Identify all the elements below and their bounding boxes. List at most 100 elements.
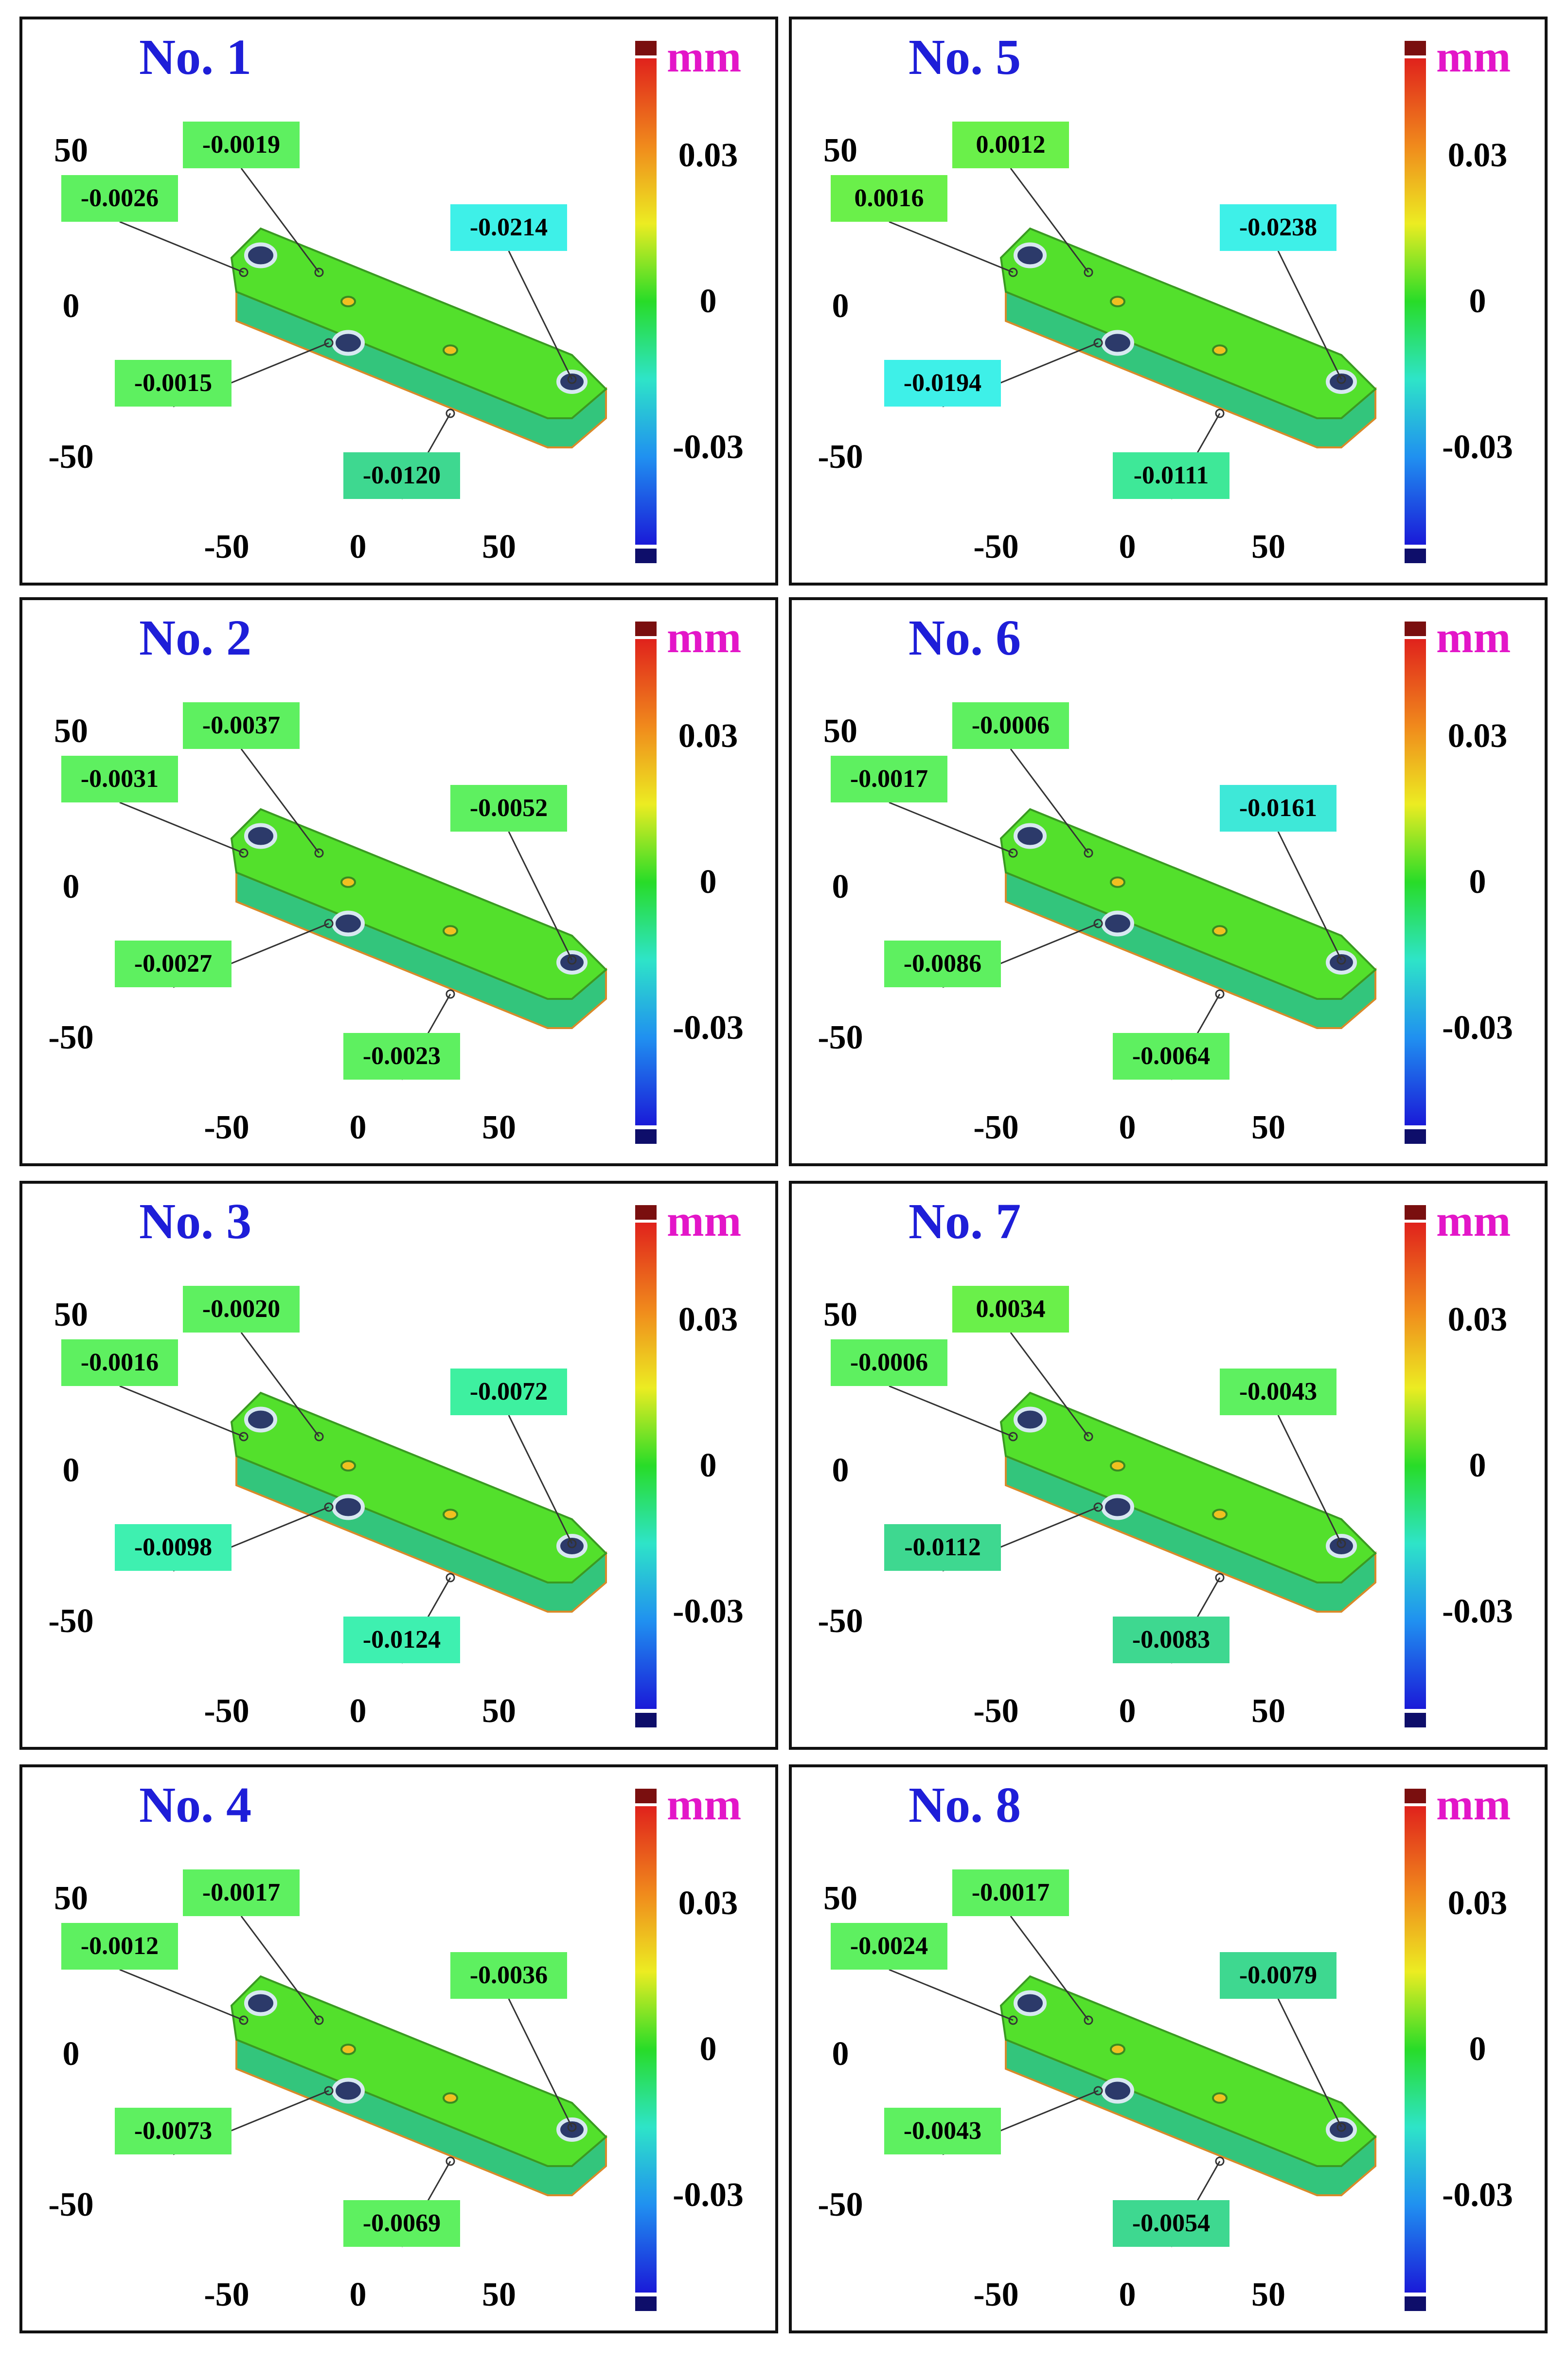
pin-hole xyxy=(1110,296,1125,307)
deviation-label: 0.0034 xyxy=(952,1286,1069,1333)
measurement-point xyxy=(314,848,324,858)
leader-line xyxy=(889,1385,1014,1438)
colorbar-tick-label: 0.03 xyxy=(678,717,738,755)
colorbar-tick-label: -0.03 xyxy=(673,428,744,466)
pin-hole xyxy=(443,925,458,937)
horizontal-axis-tick: -50 xyxy=(204,1109,249,1146)
measurement-point xyxy=(239,848,249,858)
colorbar-max-cap xyxy=(1405,41,1426,55)
colorbar xyxy=(1405,1223,1426,1709)
vertical-axis-tick: -50 xyxy=(48,2186,94,2223)
deviation-panel: No. 8 mm 0.03 0 -0.03 50 0 -50 -50 0 50 -0.0017 -0.0… xyxy=(789,1764,1548,2333)
leader-line xyxy=(1010,1916,1089,2021)
colorbar-tick-label: 0 xyxy=(1469,1447,1486,1484)
colorbar-max-cap xyxy=(635,41,657,55)
vertical-axis-tick: -50 xyxy=(48,1019,94,1056)
measurement-point xyxy=(1008,848,1018,858)
measurement-point xyxy=(1215,1573,1225,1583)
leader-line xyxy=(508,1415,573,1544)
leader-line xyxy=(508,1998,573,2128)
deviation-label: 0.0012 xyxy=(952,122,1069,168)
leader-line xyxy=(240,748,320,854)
deviation-panel: No. 1 mm 0.03 0 -0.03 50 0 -50 -50 0 50 -0.0019 -0.0… xyxy=(19,17,778,586)
bolt-hole xyxy=(332,330,365,356)
pin-hole xyxy=(1212,344,1228,356)
plate-top-face xyxy=(230,227,607,419)
horizontal-axis-tick: 0 xyxy=(349,2276,367,2313)
colorbar-tick-label: -0.03 xyxy=(673,1009,744,1047)
colorbar-tick-label: -0.03 xyxy=(673,1593,744,1630)
leader-line xyxy=(1277,1998,1342,2128)
colorbar-tick-label: 0 xyxy=(699,283,717,320)
panel-title: No. 7 xyxy=(909,1193,1021,1249)
bolt-hole xyxy=(1101,2078,1134,2104)
colorbar-tick-label: 0 xyxy=(1469,2030,1486,2068)
deviation-label: -0.0020 xyxy=(183,1286,300,1333)
vertical-axis-tick: -50 xyxy=(818,2186,863,2223)
horizontal-axis-tick: -50 xyxy=(973,1109,1019,1146)
deviation-panel: No. 6 mm 0.03 0 -0.03 50 0 -50 -50 0 50 -0.0006 -0.0… xyxy=(789,597,1548,1166)
deviation-label: -0.0026 xyxy=(61,175,178,222)
colorbar-min-cap xyxy=(1405,1713,1426,1727)
measurement-point xyxy=(239,267,249,277)
deviation-panel: No. 2 mm 0.03 0 -0.03 50 0 -50 -50 0 50 -0.0037 -0.0… xyxy=(19,597,778,1166)
deviation-label: -0.0098 xyxy=(115,1524,232,1571)
deviation-label: -0.0079 xyxy=(1220,1952,1336,1999)
deviation-label: -0.0111 xyxy=(1113,452,1229,499)
bolt-hole xyxy=(556,1534,588,1558)
leader-line xyxy=(119,1385,244,1438)
measurement-point xyxy=(445,2156,455,2166)
bolt-hole xyxy=(332,2078,365,2104)
plate-top-face xyxy=(999,1391,1377,1583)
measurement-point xyxy=(1336,374,1346,384)
vertical-axis-tick: 50 xyxy=(54,132,88,169)
measurement-point xyxy=(1093,2086,1103,2096)
deviation-panel: No. 5 mm 0.03 0 -0.03 50 0 -50 -50 0 50 0.0012 0.001… xyxy=(789,17,1548,586)
leader-line xyxy=(508,831,573,960)
deviation-label: -0.0006 xyxy=(952,702,1069,749)
deviation-label: -0.0072 xyxy=(450,1369,567,1415)
deviation-label: -0.0112 xyxy=(884,1524,1001,1571)
panel-title: No. 3 xyxy=(139,1193,252,1249)
colorbar-unit: mm xyxy=(1436,1779,1511,1829)
leader-line xyxy=(1277,250,1342,380)
pin-hole xyxy=(1212,925,1228,937)
leader-line xyxy=(1010,748,1089,854)
panel-title: No. 4 xyxy=(139,1777,252,1833)
colorbar-tick-label: 0 xyxy=(699,863,717,901)
deviation-panel: No. 4 mm 0.03 0 -0.03 50 0 -50 -50 0 50 -0.0017 -0.0… xyxy=(19,1764,778,2333)
bolt-hole xyxy=(1326,2117,1357,2142)
measurement-point xyxy=(1008,267,1018,277)
vertical-axis-tick: -50 xyxy=(818,438,863,476)
deviation-label: -0.0161 xyxy=(1220,785,1336,832)
measurement-point xyxy=(1215,409,1225,418)
horizontal-axis-tick: 0 xyxy=(1119,528,1136,566)
deviation-label: -0.0027 xyxy=(115,941,232,987)
horizontal-axis-tick: 50 xyxy=(482,528,516,566)
vertical-axis-tick: 50 xyxy=(823,1296,857,1334)
measurement-point xyxy=(239,1432,249,1441)
horizontal-axis-tick: 50 xyxy=(1251,528,1285,566)
pin-hole xyxy=(443,1509,458,1520)
colorbar-unit: mm xyxy=(1436,612,1511,662)
measurement-point xyxy=(1084,267,1093,277)
vertical-axis-tick: 50 xyxy=(54,1296,88,1334)
pin-hole xyxy=(443,2092,458,2104)
bolt-hole xyxy=(1014,1990,1047,2016)
vertical-axis-tick: 50 xyxy=(54,712,88,750)
bolt-hole xyxy=(332,910,365,937)
panel-graphics xyxy=(889,1789,1426,2311)
colorbar-tick-label: -0.03 xyxy=(1442,1593,1513,1630)
pin-hole xyxy=(1212,1509,1228,1520)
colorbar-max-cap xyxy=(635,622,657,636)
measurement-point xyxy=(567,2122,577,2132)
colorbar-unit: mm xyxy=(1436,32,1511,81)
measurement-point xyxy=(1008,1432,1018,1441)
deviation-label: -0.0043 xyxy=(1220,1369,1336,1415)
bolt-hole xyxy=(1101,1494,1134,1520)
measurement-point xyxy=(1084,848,1093,858)
plate-top-face xyxy=(230,1391,607,1583)
colorbar xyxy=(1405,1806,1426,2293)
measurement-point xyxy=(239,2015,249,2025)
deviation-label: -0.0069 xyxy=(343,2200,460,2247)
